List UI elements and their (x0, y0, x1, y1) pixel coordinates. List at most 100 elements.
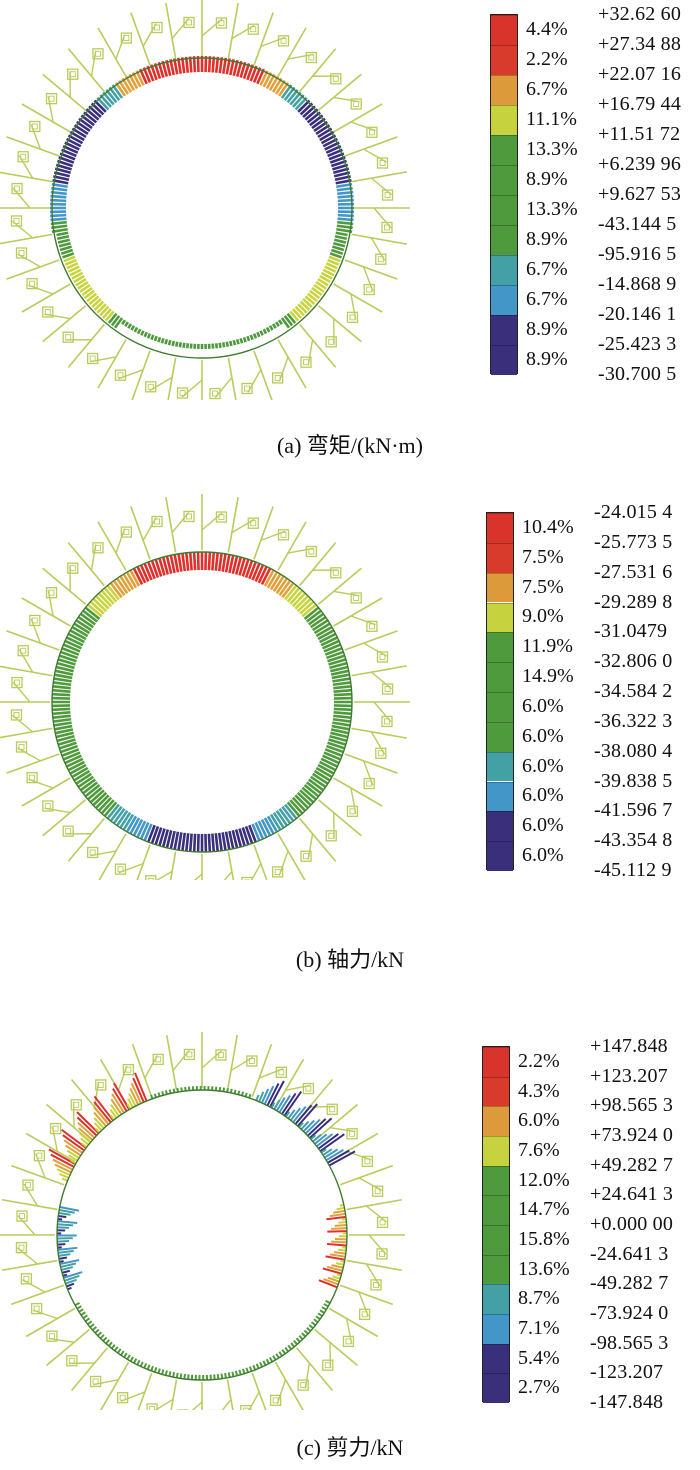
band-segment (60, 248, 74, 255)
spring-line (67, 817, 105, 862)
band-segment (57, 738, 76, 746)
band-segment (251, 562, 261, 581)
shear-segment (310, 1134, 317, 1140)
shear-segment (113, 1346, 119, 1352)
caption-moment: (a) 弯矩/(kN·m) (276, 433, 423, 458)
panel-axial: 10.4% 7.5% 7.5% 9.0% 11.9% 14.9% 6.0% 6.0% 6.0% 6… (0, 480, 700, 980)
spring-symbol-inner (328, 338, 335, 345)
shear-segment (120, 1350, 125, 1356)
spring-symbol (183, 1048, 196, 1061)
spring-branch (250, 863, 262, 880)
band-segment (228, 555, 235, 574)
band-segment (99, 305, 110, 317)
spring-symbol-inner (379, 1250, 385, 1257)
band-segment (171, 340, 175, 347)
spring-symbol (152, 1053, 164, 1066)
legend-percent: 2.7% (518, 1376, 560, 1399)
band-segment (150, 825, 160, 844)
spring-branch (370, 671, 392, 690)
spring-branch (90, 50, 97, 77)
spring-line (251, 1043, 273, 1098)
shear-segment (80, 1137, 90, 1146)
shear-segment (313, 1318, 319, 1324)
spring-line (226, 1034, 239, 1091)
legend-percent: 15.8% (518, 1227, 570, 1250)
band-segment (320, 757, 338, 768)
spring-symbol (11, 676, 23, 689)
band-segment (277, 319, 283, 325)
spring-symbol-inner (117, 866, 124, 873)
spring-symbol-inner (280, 37, 287, 44)
band-segment (289, 799, 304, 815)
spring-branch (223, 870, 233, 880)
shear-segment (275, 1097, 286, 1112)
band-segment (299, 600, 315, 615)
band-segment (173, 554, 180, 573)
spring-symbol-inner (13, 712, 20, 718)
spring-line (277, 339, 307, 389)
legend-percent: 2.2% (526, 48, 568, 70)
spring-symbol (366, 620, 378, 632)
band-segment (324, 647, 343, 656)
band-segment (303, 784, 320, 798)
band-segment (280, 317, 291, 329)
spring-symbol-inner (65, 828, 72, 835)
shear-segment (57, 1246, 78, 1251)
band-segment (308, 612, 325, 626)
spring-symbol-inner (149, 1406, 156, 1410)
spring-symbol (300, 850, 312, 862)
spring-line (226, 1379, 234, 1410)
spring-symbol (15, 247, 28, 259)
spring-symbol-inner (125, 1066, 132, 1073)
shear-segment (326, 1243, 347, 1247)
band-segment (150, 560, 160, 579)
band-segment (325, 262, 338, 270)
shear-segment (306, 1327, 312, 1332)
legend-swatch (483, 1314, 509, 1344)
band-segment (311, 619, 329, 632)
spring-line (6, 630, 60, 651)
legend-value: -73.924 0 (590, 1302, 669, 1324)
spring-branch (117, 1065, 128, 1091)
band-segment (89, 789, 105, 804)
spring-symbol (151, 21, 163, 34)
band-segment (329, 252, 342, 259)
legend-value: +22.07 16 (598, 63, 682, 85)
band-segment (317, 763, 335, 775)
spring-branch (44, 807, 71, 814)
band-segment (58, 241, 71, 248)
band-segment (274, 321, 280, 327)
shear-segment (241, 1368, 246, 1374)
spring-symbol (305, 51, 317, 64)
band-segment (272, 811, 285, 829)
spring-branch (17, 1247, 38, 1265)
spring-symbol-inner (366, 780, 373, 787)
spring-symbol (67, 68, 79, 80)
band-segment (232, 339, 237, 346)
spring-symbol-inner (300, 1382, 307, 1389)
spring-symbol (87, 846, 99, 859)
shear-segment (268, 1356, 274, 1363)
shear-segment (132, 1077, 145, 1103)
spring-symbol (376, 651, 389, 663)
band-segment (330, 248, 344, 255)
shear-segment (327, 1276, 340, 1283)
spring-symbol-inner (154, 518, 160, 525)
band-segment (177, 553, 183, 572)
legend-percent: 2.2% (518, 1049, 560, 1072)
shear-segment (331, 1227, 347, 1230)
band-segment (55, 728, 74, 735)
band-segment (332, 717, 351, 723)
spring-line (333, 777, 383, 807)
spring-symbol (151, 515, 163, 528)
spring-symbol (26, 278, 38, 290)
band-segment (109, 582, 123, 599)
spring-symbol (114, 863, 127, 875)
shear-segment (281, 1092, 297, 1115)
shear-segment (231, 1371, 235, 1377)
band-segment (97, 592, 113, 608)
band-segment (244, 825, 254, 844)
band-segment (275, 810, 289, 827)
band-segment (64, 639, 82, 650)
band-segment (56, 235, 70, 241)
